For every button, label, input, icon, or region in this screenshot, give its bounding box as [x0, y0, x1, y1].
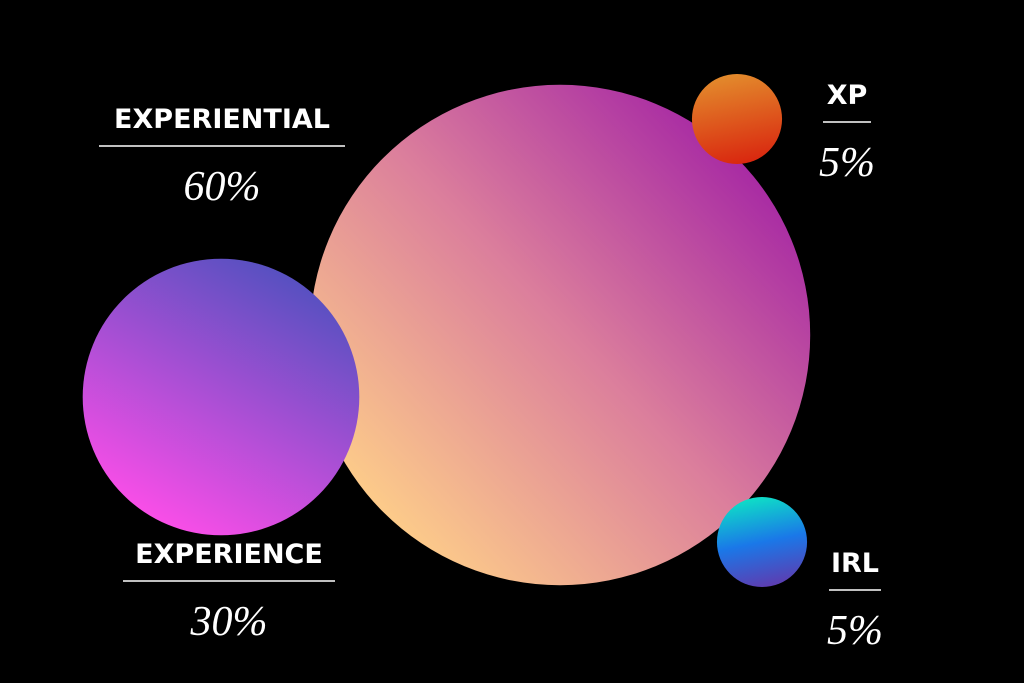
- value-label: 30%: [190, 599, 268, 645]
- category-label: IRL: [831, 548, 879, 579]
- bubble: [716, 496, 808, 588]
- value-label: 5%: [827, 608, 883, 654]
- category-label: EXPERIENTIAL: [114, 104, 330, 135]
- bubble: [691, 73, 783, 165]
- value-label: 5%: [819, 140, 875, 186]
- bubble: [82, 258, 360, 536]
- category-label: XP: [827, 80, 868, 111]
- bubble: [309, 84, 811, 586]
- value-label: 60%: [184, 164, 261, 210]
- category-label: EXPERIENCE: [135, 539, 323, 570]
